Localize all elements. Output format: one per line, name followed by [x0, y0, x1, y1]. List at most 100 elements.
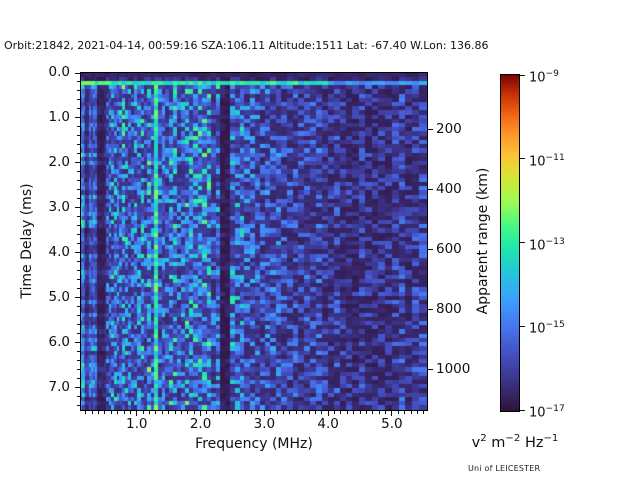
- colorbar-units-label: v2 m−2 Hz−1: [471, 433, 559, 451]
- y-tick-label: 0.0: [48, 64, 70, 80]
- x-minor-tick: [123, 411, 125, 414]
- x-minor-tick: [161, 411, 163, 414]
- colorbar-tick-label: 10−11: [529, 152, 565, 170]
- x-tick-label: 5.0: [381, 416, 403, 432]
- y-tick-label: 3.0: [48, 198, 70, 215]
- y-minor-tick: [77, 306, 80, 308]
- y-minor-tick: [77, 369, 80, 371]
- y-minor-tick: [77, 189, 80, 191]
- x-minor-tick: [410, 411, 412, 414]
- x-minor-tick: [416, 411, 418, 414]
- x-minor-tick: [91, 411, 93, 414]
- x-minor-tick: [257, 411, 259, 414]
- x-minor-tick: [289, 411, 291, 414]
- y2-tick-label: 600: [436, 240, 462, 257]
- colorbar-tick: [520, 409, 525, 411]
- x-minor-tick: [238, 411, 240, 414]
- y2-major-tick: [428, 189, 433, 191]
- y-major-tick: [75, 387, 80, 389]
- x-tick-label: 2.0: [189, 416, 212, 432]
- x-minor-tick: [231, 411, 233, 414]
- x-minor-tick: [225, 411, 227, 414]
- y-minor-tick: [77, 360, 80, 362]
- x-minor-tick: [308, 411, 310, 414]
- x-minor-tick: [212, 411, 214, 414]
- spectrogram-plot-area: [80, 72, 428, 411]
- y-tick-label: 7.0: [48, 378, 70, 395]
- y-major-tick: [75, 342, 80, 344]
- y-major-tick: [75, 252, 80, 254]
- x-minor-tick: [334, 411, 336, 414]
- colorbar-tick: [520, 325, 525, 327]
- y-tick-label: 2.0: [48, 153, 70, 170]
- x-minor-tick: [270, 411, 272, 414]
- x-minor-tick: [129, 411, 131, 414]
- x-minor-tick: [180, 411, 182, 414]
- colorbar-tick-label: 10−15: [529, 320, 565, 337]
- x-minor-tick: [365, 411, 367, 414]
- spectrogram-canvas: [81, 73, 427, 410]
- y-major-tick: [75, 297, 80, 299]
- colorbar-tick: [520, 242, 525, 243]
- x-minor-tick: [206, 411, 208, 414]
- x-minor-tick: [359, 411, 361, 414]
- y-minor-tick: [77, 216, 80, 218]
- colorbar-tick: [520, 74, 525, 76]
- y-major-tick: [75, 207, 80, 209]
- x-tick-label: 1.0: [126, 416, 148, 432]
- x-minor-tick: [104, 411, 106, 414]
- colorbar-tick-label: 10−17: [529, 404, 565, 421]
- y-tick-label: 4.0: [48, 243, 70, 260]
- y2-major-tick: [428, 129, 433, 131]
- y-tick-label: 1.0: [48, 108, 70, 125]
- x-minor-tick: [110, 411, 112, 414]
- x-minor-tick: [276, 411, 278, 414]
- x-minor-tick: [244, 411, 246, 414]
- y-minor-tick: [77, 315, 80, 317]
- branding-text: Uni of LEICESTER: [468, 464, 541, 473]
- x-minor-tick: [372, 411, 374, 414]
- x-minor-tick: [142, 411, 144, 414]
- y-minor-tick: [77, 270, 80, 272]
- x-minor-tick: [193, 411, 195, 414]
- x-minor-tick: [340, 411, 342, 414]
- y-minor-tick: [77, 126, 80, 128]
- y-minor-tick: [77, 171, 80, 173]
- colorbar-tick-label: 10−9: [529, 69, 559, 86]
- y-major-tick: [75, 162, 80, 164]
- x-minor-tick: [404, 411, 406, 414]
- y-tick-label: 5.0: [48, 288, 70, 305]
- x-axis-label: Frequency (MHz): [195, 436, 313, 452]
- y-minor-tick: [77, 243, 80, 245]
- y-minor-tick: [77, 99, 80, 101]
- x-minor-tick: [282, 411, 284, 414]
- y-minor-tick: [77, 108, 80, 110]
- y2-major-tick: [428, 369, 433, 371]
- x-minor-tick: [353, 411, 355, 414]
- x-minor-tick: [219, 411, 221, 414]
- y-minor-tick: [77, 234, 80, 236]
- y-major-tick: [75, 72, 80, 74]
- x-minor-tick: [174, 411, 176, 414]
- x-major-tick: [391, 411, 393, 416]
- x-minor-tick: [98, 411, 100, 414]
- x-minor-tick: [149, 411, 151, 414]
- colorbar-tick-label: 10−13: [529, 236, 565, 253]
- y-minor-tick: [77, 279, 80, 281]
- figure-title: Orbit:21842, 2021-04-14, 00:59:16 SZA:10…: [4, 39, 489, 52]
- y-minor-tick: [77, 378, 80, 380]
- x-major-tick: [200, 411, 202, 416]
- x-minor-tick: [85, 411, 87, 414]
- x-minor-tick: [187, 411, 189, 414]
- y-minor-tick: [77, 225, 80, 227]
- x-minor-tick: [346, 411, 348, 414]
- x-minor-tick: [397, 411, 399, 414]
- colorbar: [500, 74, 520, 412]
- x-minor-tick: [423, 411, 425, 414]
- y-minor-tick: [77, 288, 80, 290]
- y-minor-tick: [77, 90, 80, 92]
- y-minor-tick: [77, 144, 80, 146]
- x-minor-tick: [295, 411, 297, 414]
- x-tick-label: 3.0: [253, 416, 276, 432]
